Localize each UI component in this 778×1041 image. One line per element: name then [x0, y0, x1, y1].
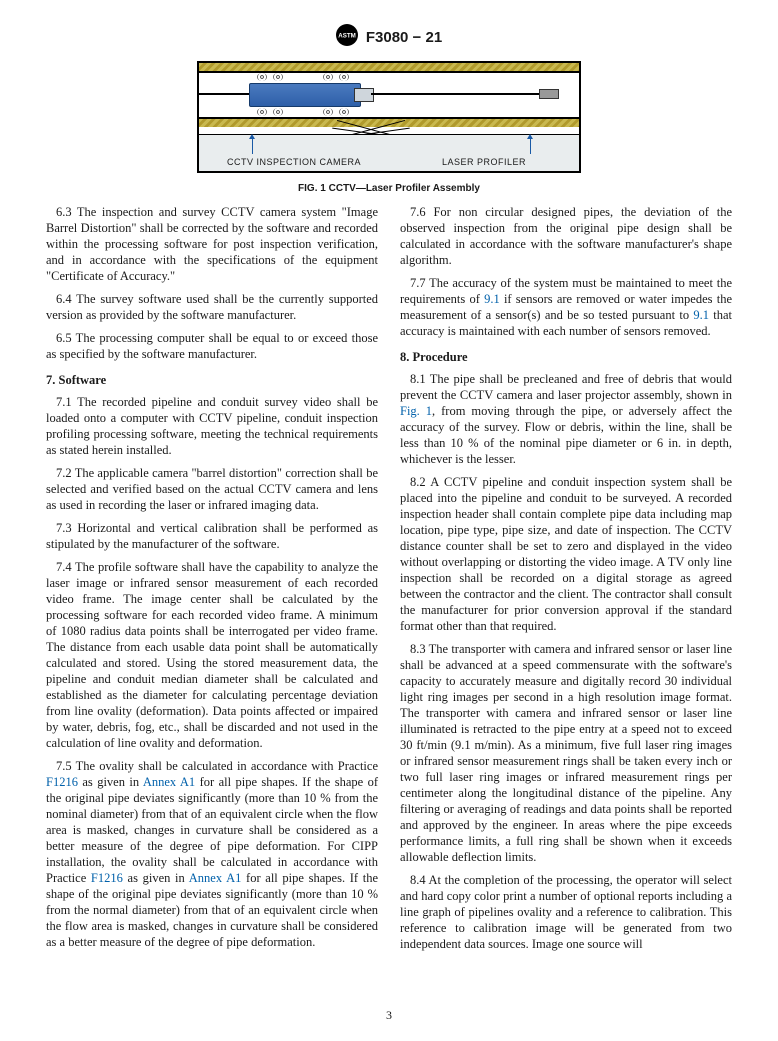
left-column: 6.3 The inspection and survey CCTV camer…: [46, 204, 378, 959]
document-page: ASTM F3080 − 21: [0, 0, 778, 1041]
astm-logo: ASTM: [336, 24, 358, 51]
para-8-2: 8.2 A CCTV pipeline and conduit inspecti…: [400, 474, 732, 634]
body-columns: 6.3 The inspection and survey CCTV camer…: [46, 204, 732, 959]
link-9-1[interactable]: 9.1: [693, 308, 709, 322]
section-7-heading: 7. Software: [46, 372, 378, 388]
para-8-4: 8.4 At the completion of the processing,…: [400, 872, 732, 952]
link-f1216[interactable]: F1216: [46, 775, 78, 789]
cable-line: [199, 93, 249, 95]
wheel-icon: [321, 106, 335, 118]
para-7-6: 7.6 For non circular designed pipes, the…: [400, 204, 732, 268]
figure-caption: FIG. 1 CCTV—Laser Profiler Assembly: [46, 183, 732, 194]
para-7-2: 7.2 The applicable camera "barrel distor…: [46, 465, 378, 513]
para-6-5: 6.5 The processing computer shall be equ…: [46, 330, 378, 362]
para-8-1: 8.1 The pipe shall be precleaned and fre…: [400, 371, 732, 467]
para-6-3: 6.3 The inspection and survey CCTV camer…: [46, 204, 378, 284]
wheel-icon: [255, 106, 269, 118]
wheel-icon: [337, 71, 351, 83]
camera-lens-icon: [354, 88, 374, 102]
figure-label-profiler: LASER PROFILER: [389, 135, 579, 171]
para-6-4: 6.4 The survey software used shall be th…: [46, 291, 378, 323]
arrow-up-icon: [252, 138, 253, 154]
link-fig-1[interactable]: Fig. 1: [400, 404, 432, 418]
laser-rod-icon: [371, 93, 546, 95]
para-7-7: 7.7 The accuracy of the system must be m…: [400, 275, 732, 339]
laser-head-icon: [539, 89, 559, 99]
wheel-icon: [255, 71, 269, 83]
wheel-icon: [337, 106, 351, 118]
para-8-3: 8.3 The transporter with camera and infr…: [400, 641, 732, 865]
figure-label-right-text: LASER PROFILER: [442, 157, 526, 167]
section-8-heading: 8. Procedure: [400, 349, 732, 365]
wheel-icon: [271, 71, 285, 83]
link-annex-a1[interactable]: Annex A1: [189, 871, 242, 885]
para-7-3: 7.3 Horizontal and vertical calibration …: [46, 520, 378, 552]
link-f1216[interactable]: F1216: [91, 871, 123, 885]
right-column: 7.6 For non circular designed pipes, the…: [400, 204, 732, 959]
figure-label-left-text: CCTV INSPECTION CAMERA: [227, 157, 361, 167]
wheel-icon: [321, 71, 335, 83]
figure-label-band: CCTV INSPECTION CAMERA LASER PROFILER: [199, 134, 579, 171]
link-9-1[interactable]: 9.1: [484, 292, 500, 306]
cctv-camera-icon: [249, 83, 361, 107]
para-7-4: 7.4 The profile software shall have the …: [46, 559, 378, 751]
page-number: 3: [386, 1008, 392, 1023]
para-7-5: 7.5 The ovality shall be calculated in a…: [46, 758, 378, 950]
document-id: F3080 − 21: [366, 29, 442, 46]
link-annex-a1[interactable]: Annex A1: [143, 775, 195, 789]
arrow-up-icon: [530, 138, 531, 154]
page-header: ASTM F3080 − 21: [46, 24, 732, 51]
para-7-1: 7.1 The recorded pipeline and conduit su…: [46, 394, 378, 458]
figure-label-camera: CCTV INSPECTION CAMERA: [199, 135, 389, 171]
figure-diagram: CCTV INSPECTION CAMERA LASER PROFILER: [197, 61, 581, 173]
svg-text:ASTM: ASTM: [338, 33, 356, 40]
wheel-icon: [271, 106, 285, 118]
figure-1: CCTV INSPECTION CAMERA LASER PROFILER FI…: [46, 61, 732, 194]
